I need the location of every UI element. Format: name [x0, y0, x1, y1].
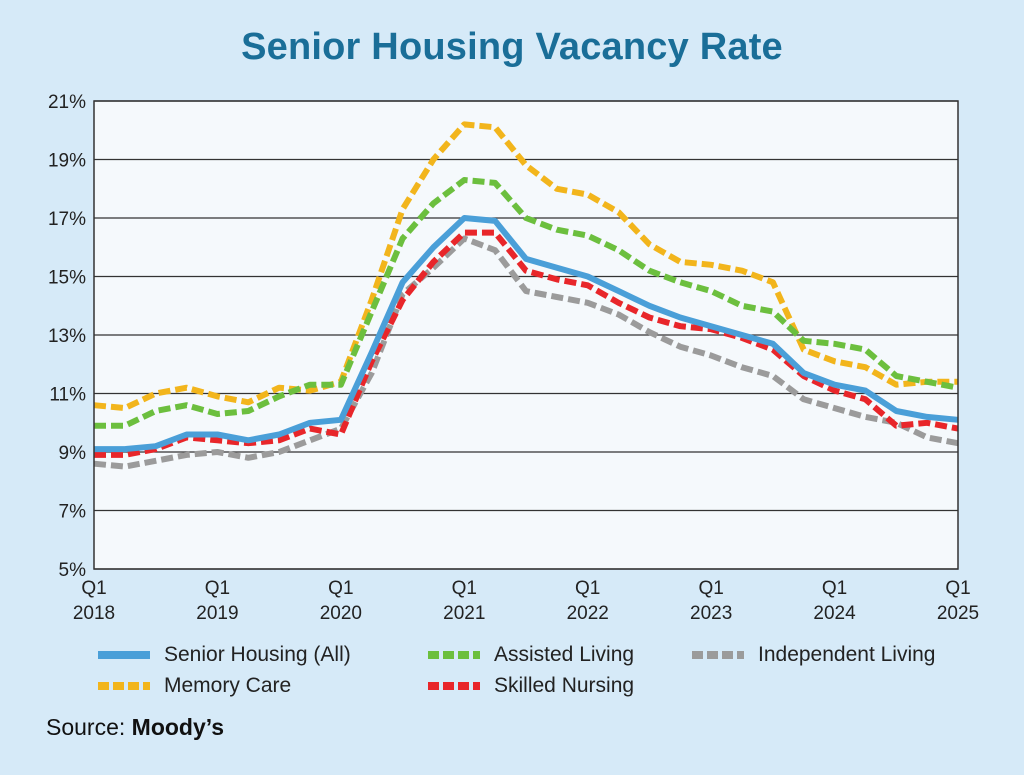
y-tick-label: 17% [48, 209, 86, 230]
x-tick-label: Q1 [822, 578, 847, 599]
series-lines [93, 121, 959, 470]
legend-item-skilled-nursing: Skilled Nursing [428, 671, 634, 701]
x-tick-label: 2018 [73, 603, 115, 624]
source-name: Moody’s [131, 714, 225, 740]
legend-swatch-memory-care [98, 682, 150, 690]
y-tick-label: 19% [48, 151, 86, 172]
x-tick-label: Q1 [328, 578, 353, 599]
x-tick-label: 2022 [567, 603, 609, 624]
x-tick-label: 2019 [196, 603, 238, 624]
legend-item-independent-living: Independent Living [692, 640, 936, 670]
series-line-independent-living [93, 235, 959, 470]
x-axis-ticks: Q1 2018 Q1 2019 Q1 2020 Q1 2021 Q1 2022 Q1 2023 Q1 20… [73, 578, 979, 624]
x-tick-label: Q1 [81, 578, 106, 599]
legend-item-memory-care: Memory Care [98, 671, 291, 701]
x-tick-label: 2021 [443, 603, 485, 624]
legend-swatch-senior-housing [98, 651, 150, 659]
legend-swatch-independent-living [692, 651, 744, 659]
source-prefix: Source: [46, 714, 126, 740]
legend-label: Memory Care [164, 674, 292, 697]
y-tick-label: 13% [48, 326, 86, 347]
x-tick-label: Q1 [945, 578, 970, 599]
legend: Senior Housing (All) Assisted Living Ind… [98, 640, 998, 704]
x-tick-label: 2024 [813, 603, 856, 624]
x-tick-label: Q1 [205, 578, 230, 599]
series-line-skilled-nursing [94, 229, 959, 458]
x-tick-label: Q1 [575, 578, 600, 599]
source-note: Source: Moody’s [46, 714, 224, 741]
y-tick-label: 9% [59, 443, 87, 464]
legend-label: Skilled Nursing [494, 674, 635, 697]
legend-label: Assisted Living [494, 643, 635, 666]
legend-label: Independent Living [758, 643, 936, 666]
series-line-senior-housing-all [94, 215, 959, 453]
x-tick-label: Q1 [698, 578, 723, 599]
y-axis-ticks: 5% 7% 9% 11% 13% 15% 17% 19% 21% [48, 92, 86, 581]
y-tick-label: 21% [48, 92, 86, 113]
plot-border [93, 100, 959, 570]
legend-swatch-skilled-nursing [428, 682, 480, 690]
y-tick-label: 15% [48, 268, 86, 289]
legend-label: Senior Housing (All) [164, 643, 351, 666]
legend-item-senior-housing: Senior Housing (All) [98, 640, 351, 670]
chart-title: Senior Housing Vacancy Rate [241, 26, 783, 68]
series-line-assisted-living [94, 177, 959, 429]
x-tick-label: 2023 [690, 603, 732, 624]
y-tick-label: 11% [49, 385, 86, 406]
line-chart: 5% 7% 9% 11% 13% 15% 17% 19% 21% Q1 2018 Q1 2019 Q1 2… [48, 92, 979, 624]
legend-swatch-assisted-living [428, 651, 480, 659]
series-line-memory-care [93, 121, 958, 412]
x-tick-label: 2025 [937, 603, 979, 624]
legend-item-assisted-living: Assisted Living [428, 640, 634, 670]
x-tick-label: 2020 [320, 603, 362, 624]
y-tick-label: 5% [59, 560, 87, 581]
y-tick-label: 7% [59, 502, 87, 523]
x-tick-label: Q1 [452, 578, 477, 599]
